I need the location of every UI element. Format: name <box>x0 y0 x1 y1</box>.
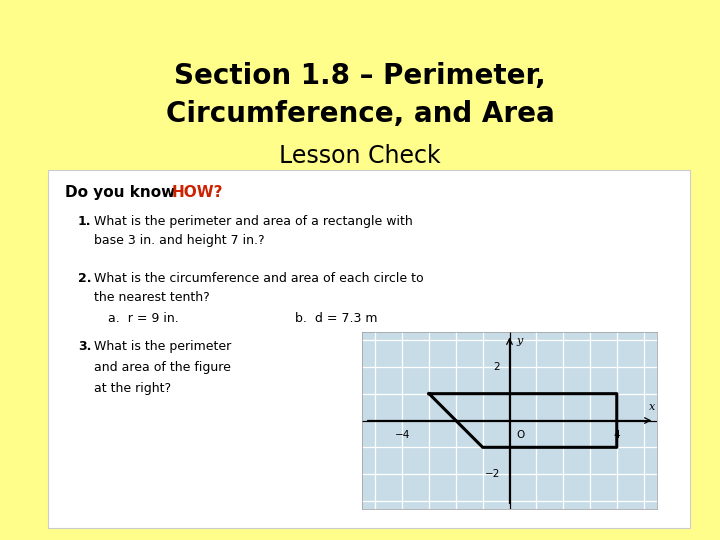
Text: Circumference, and Area: Circumference, and Area <box>166 100 554 128</box>
Text: Do you know: Do you know <box>65 185 181 200</box>
Text: Lesson Check: Lesson Check <box>279 144 441 168</box>
Text: O: O <box>516 430 524 440</box>
Text: 3.: 3. <box>78 340 91 353</box>
Text: 2.: 2. <box>78 272 91 285</box>
Text: y: y <box>516 336 523 346</box>
Text: b.  d = 7.3 m: b. d = 7.3 m <box>295 312 377 325</box>
Text: Section 1.8 – Perimeter,: Section 1.8 – Perimeter, <box>174 62 546 90</box>
Text: What is the perimeter
and area of the figure
at the right?: What is the perimeter and area of the fi… <box>94 340 231 395</box>
Text: 1.: 1. <box>78 215 91 228</box>
Text: a.  r = 9 in.: a. r = 9 in. <box>108 312 179 325</box>
Text: What is the circumference and area of each circle to
the nearest tenth?: What is the circumference and area of ea… <box>94 272 423 304</box>
Text: HOW?: HOW? <box>172 185 223 200</box>
Bar <box>48 170 690 528</box>
Text: 4: 4 <box>613 430 620 440</box>
Text: x: x <box>649 402 654 413</box>
Text: −2: −2 <box>485 469 500 479</box>
Text: −4: −4 <box>395 430 410 440</box>
Text: 2: 2 <box>493 362 500 372</box>
Text: What is the perimeter and area of a rectangle with
base 3 in. and height 7 in.?: What is the perimeter and area of a rect… <box>94 215 413 247</box>
